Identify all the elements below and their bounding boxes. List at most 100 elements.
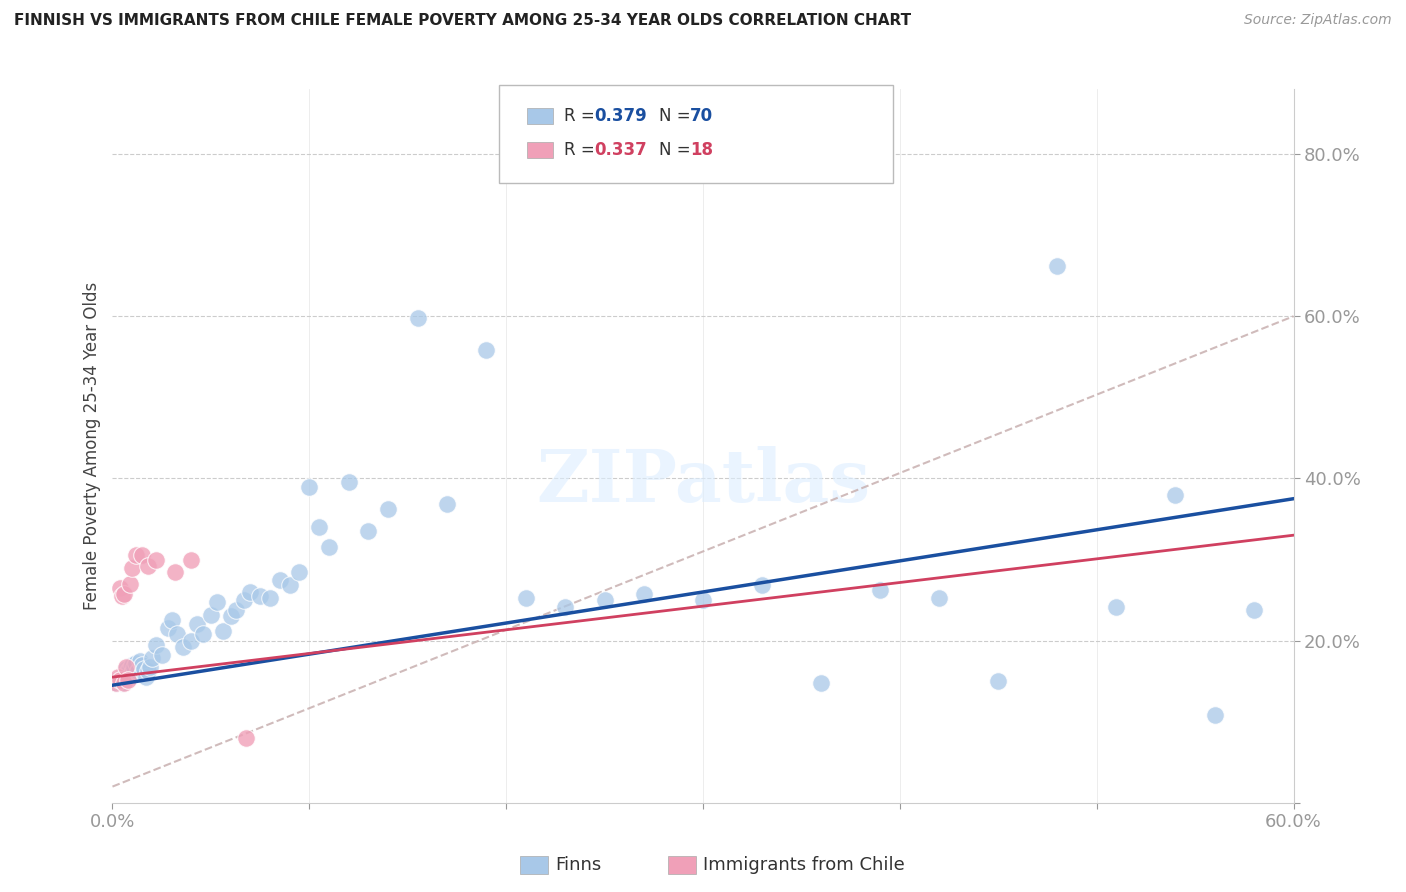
Point xyxy=(869,583,891,598)
Point xyxy=(129,654,152,668)
Point xyxy=(115,662,138,676)
Point xyxy=(115,659,138,673)
Point xyxy=(337,475,360,490)
Point xyxy=(515,591,537,606)
Point xyxy=(110,674,132,689)
Point xyxy=(120,670,142,684)
Point xyxy=(172,640,194,654)
Point xyxy=(233,593,256,607)
Text: N =: N = xyxy=(659,107,696,125)
Point xyxy=(554,599,576,614)
Point xyxy=(121,657,143,672)
Point xyxy=(406,310,429,325)
Text: Immigrants from Chile: Immigrants from Chile xyxy=(703,856,904,874)
Point xyxy=(298,479,321,493)
Point xyxy=(1164,488,1187,502)
Point xyxy=(751,578,773,592)
Point xyxy=(186,617,208,632)
Point xyxy=(249,589,271,603)
Point xyxy=(928,591,950,606)
Point xyxy=(112,667,135,681)
Point xyxy=(1243,603,1265,617)
Point xyxy=(475,343,498,358)
Point xyxy=(112,675,135,690)
Point xyxy=(117,667,139,681)
Point xyxy=(117,673,139,687)
Text: Finns: Finns xyxy=(555,856,602,874)
Text: R =: R = xyxy=(564,107,600,125)
Point xyxy=(136,665,159,679)
Point xyxy=(145,552,167,566)
Point xyxy=(219,609,242,624)
Point xyxy=(810,675,832,690)
Point xyxy=(132,662,155,676)
Point xyxy=(239,585,262,599)
Point xyxy=(105,675,128,690)
Point xyxy=(160,613,183,627)
Point xyxy=(127,665,149,679)
Point xyxy=(288,565,311,579)
Y-axis label: Female Poverty Among 25-34 Year Olds: Female Poverty Among 25-34 Year Olds xyxy=(83,282,101,610)
Point xyxy=(180,552,202,566)
Point xyxy=(139,659,162,673)
Point xyxy=(141,651,163,665)
Text: N =: N = xyxy=(659,141,696,159)
Point xyxy=(165,565,187,579)
Point xyxy=(259,591,281,606)
Point xyxy=(131,657,153,672)
Point xyxy=(200,607,222,622)
Text: Source: ZipAtlas.com: Source: ZipAtlas.com xyxy=(1244,13,1392,28)
Text: FINNISH VS IMMIGRANTS FROM CHILE FEMALE POVERTY AMONG 25-34 YEAR OLDS CORRELATIO: FINNISH VS IMMIGRANTS FROM CHILE FEMALE … xyxy=(14,13,911,29)
Point xyxy=(110,673,132,687)
Point xyxy=(107,670,129,684)
Point xyxy=(987,674,1010,689)
Text: 0.379: 0.379 xyxy=(595,107,648,125)
Point xyxy=(111,589,134,603)
Point xyxy=(1204,708,1226,723)
Point xyxy=(112,586,135,600)
Text: 70: 70 xyxy=(690,107,713,125)
Point xyxy=(122,659,145,673)
Point xyxy=(111,670,134,684)
Point xyxy=(357,524,380,538)
Point xyxy=(125,549,148,563)
Point xyxy=(166,627,188,641)
Point xyxy=(308,520,330,534)
Point xyxy=(633,586,655,600)
Point xyxy=(205,595,228,609)
Point xyxy=(1105,599,1128,614)
Point xyxy=(436,497,458,511)
Point xyxy=(318,541,340,555)
Text: R =: R = xyxy=(564,141,600,159)
Text: 0.337: 0.337 xyxy=(595,141,648,159)
Point xyxy=(278,578,301,592)
Point xyxy=(131,549,153,563)
Text: 18: 18 xyxy=(690,141,713,159)
Point xyxy=(112,670,135,684)
Text: ZIPatlas: ZIPatlas xyxy=(536,446,870,517)
Point xyxy=(145,638,167,652)
Point xyxy=(135,670,157,684)
Point xyxy=(225,603,247,617)
Point xyxy=(692,593,714,607)
Point xyxy=(269,573,291,587)
Point xyxy=(235,731,257,745)
Point xyxy=(121,666,143,681)
Point xyxy=(136,559,159,574)
Point xyxy=(156,622,179,636)
Point xyxy=(191,627,214,641)
Point xyxy=(115,666,138,681)
Point xyxy=(593,593,616,607)
Point xyxy=(377,502,399,516)
Point xyxy=(120,662,142,676)
Point xyxy=(180,633,202,648)
Point xyxy=(105,675,128,690)
Point xyxy=(111,675,134,690)
Point xyxy=(121,560,143,574)
Point xyxy=(150,648,173,663)
Point xyxy=(1046,259,1069,273)
Point xyxy=(125,657,148,671)
Point xyxy=(110,581,132,595)
Point xyxy=(117,665,139,679)
Point xyxy=(107,673,129,687)
